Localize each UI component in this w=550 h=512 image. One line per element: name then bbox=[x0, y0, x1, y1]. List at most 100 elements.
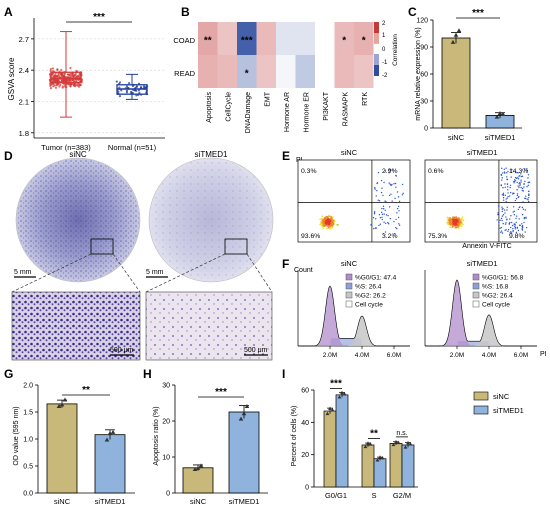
b-column-label: EMT bbox=[264, 91, 271, 107]
e-event bbox=[335, 223, 338, 226]
e-event bbox=[508, 222, 511, 225]
e-event bbox=[380, 179, 383, 182]
d-guide bbox=[246, 253, 273, 293]
e-event bbox=[332, 216, 334, 218]
e-event bbox=[508, 195, 511, 197]
a-point bbox=[77, 75, 81, 78]
c-point bbox=[450, 39, 456, 44]
e-event bbox=[373, 227, 375, 230]
e-event bbox=[516, 177, 519, 179]
panel-letter-h: H bbox=[143, 367, 152, 381]
e-event bbox=[373, 211, 376, 213]
e-event bbox=[449, 226, 451, 228]
a-point bbox=[142, 85, 146, 88]
a-xlabel-normal: Normal (n=51) bbox=[108, 143, 157, 152]
e-event bbox=[402, 192, 404, 195]
i-ytick-label: 60 bbox=[301, 388, 309, 395]
e-event bbox=[447, 223, 450, 225]
e-event bbox=[383, 208, 385, 210]
e-event bbox=[511, 232, 513, 234]
g-ytick-label: 0.0 bbox=[23, 491, 33, 498]
d-zoom-box-sinc bbox=[90, 238, 114, 255]
b-column-labels: Apoptosis CellCycle DNADamage EMT Hormone AR… bbox=[206, 91, 369, 133]
e-event bbox=[517, 172, 519, 174]
e-event bbox=[504, 172, 506, 174]
e-event bbox=[515, 171, 517, 174]
c-ytick-label: 0 bbox=[424, 126, 428, 133]
b-cell-star: ** bbox=[204, 36, 212, 47]
e-event bbox=[513, 180, 515, 183]
e-event bbox=[502, 192, 505, 195]
b-cell bbox=[315, 22, 335, 55]
e-event bbox=[525, 195, 527, 197]
a-point bbox=[74, 72, 77, 76]
b-cell-star: *** bbox=[241, 36, 253, 47]
f-histograms bbox=[297, 270, 537, 347]
e-event bbox=[523, 217, 525, 220]
e-event bbox=[526, 186, 528, 188]
d-title-sinc: siNC bbox=[69, 150, 87, 159]
a-point bbox=[60, 68, 63, 72]
e-event bbox=[507, 230, 509, 233]
a-sig-stars: *** bbox=[93, 12, 105, 23]
e-event bbox=[384, 222, 387, 225]
b-cell bbox=[217, 55, 237, 88]
f-xtick-label: 4.0M bbox=[355, 352, 369, 359]
e-event bbox=[514, 228, 516, 230]
e-event bbox=[333, 220, 336, 223]
e-event bbox=[512, 211, 514, 213]
b-row-read: READ bbox=[174, 69, 195, 78]
b-cell bbox=[237, 22, 257, 55]
b-cell bbox=[198, 55, 218, 88]
e-event bbox=[326, 227, 328, 230]
e-event bbox=[515, 217, 517, 220]
e-event bbox=[396, 191, 399, 193]
i-point bbox=[380, 456, 385, 460]
a-point bbox=[137, 89, 141, 92]
i-legend-label: siTMED1 bbox=[493, 406, 524, 415]
e-event bbox=[326, 221, 329, 224]
e-event bbox=[520, 173, 522, 175]
e-event bbox=[376, 189, 378, 192]
h-xlabel-sitmed1: siTMED1 bbox=[229, 497, 260, 506]
e-event bbox=[323, 219, 326, 221]
i-sig-label: ** bbox=[370, 429, 378, 440]
e-event bbox=[497, 212, 499, 214]
e-event bbox=[506, 189, 509, 191]
e-event bbox=[398, 200, 401, 203]
b-cbar-tick: -2 bbox=[382, 73, 388, 79]
e-event bbox=[506, 178, 508, 181]
a-ytick-label: 1.8 bbox=[19, 129, 29, 138]
b-cell bbox=[217, 22, 237, 55]
e-event bbox=[330, 222, 333, 225]
e-event bbox=[521, 206, 524, 209]
e-event bbox=[513, 214, 516, 216]
e-event bbox=[376, 182, 378, 185]
b-column-label: PI3KAKT bbox=[323, 91, 330, 121]
a-jitter-points bbox=[48, 66, 149, 98]
e-event bbox=[500, 184, 503, 186]
a-point bbox=[49, 82, 52, 86]
e-event bbox=[501, 167, 503, 170]
e-event bbox=[387, 223, 390, 225]
g-point bbox=[59, 402, 65, 407]
e-event bbox=[510, 231, 512, 233]
b-cbar-seg bbox=[374, 65, 379, 76]
d-zoom-image-sitmed1 bbox=[145, 291, 273, 361]
h-xlabel-sinc: siNC bbox=[190, 497, 207, 506]
a-boxes bbox=[50, 31, 148, 118]
e-title-sinc: siNC bbox=[341, 148, 358, 157]
a-point bbox=[51, 67, 55, 70]
e-event bbox=[401, 194, 404, 196]
e-event bbox=[524, 231, 526, 233]
e-event bbox=[326, 224, 329, 227]
i-ylabel: Percent of cells (%) bbox=[291, 406, 298, 467]
e-q-ll-sinc: 93.6% bbox=[301, 233, 320, 240]
e-event bbox=[516, 227, 519, 229]
e-event bbox=[321, 215, 324, 218]
b-cbar-label: Correlation bbox=[392, 34, 399, 66]
e-event bbox=[319, 223, 322, 226]
g-ylabel: OD value (595 nm) bbox=[13, 406, 20, 465]
e-event bbox=[331, 220, 334, 223]
panel-b: B ** *** * ** COAD READ Apoptosis CellCycle D… bbox=[173, 5, 399, 133]
